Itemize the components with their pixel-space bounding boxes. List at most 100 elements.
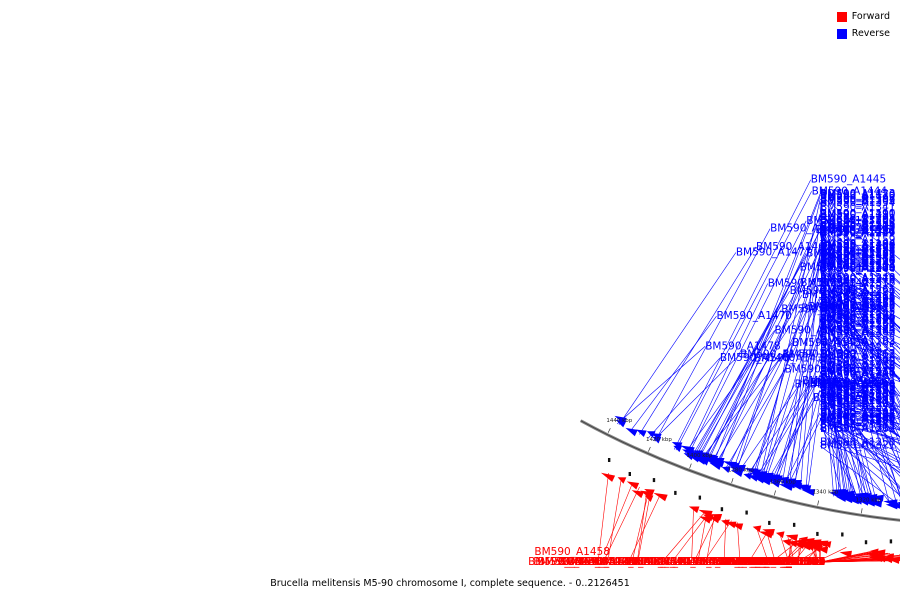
gene-label: BM590_A1465: [756, 241, 831, 253]
gene-label: BM590_A1242: [820, 228, 895, 240]
gene-feature-arrow: [743, 473, 753, 480]
gene-label: BM590_A1209: [820, 389, 895, 401]
gene-label: BM590_A1273: [820, 381, 895, 393]
gene-feature-arrow: [863, 499, 876, 507]
gene-label: BM590_A1373: [719, 556, 794, 568]
gene-feature-arrow: [644, 495, 654, 502]
gene-label: BM590_A1188: [750, 556, 825, 568]
gene-label: BM590_A1425: [622, 556, 697, 568]
gene-feature-arrow: [875, 549, 886, 557]
gene-label: BM590_A1215: [820, 367, 895, 379]
gene-leader-line: [819, 323, 900, 361]
gene-leader-line: [618, 252, 737, 425]
gene-label: BM590_A1355: [820, 306, 895, 318]
gene-leader-line: [807, 398, 821, 492]
gene-feature-arrow: [896, 501, 900, 505]
gene-label: BM590_A1401: [820, 249, 895, 261]
gene-leader-line: [819, 372, 900, 411]
gene-leader-line: [819, 442, 900, 468]
gene-label: BM590_A1301: [820, 224, 895, 236]
gene-leader-line: [697, 512, 708, 563]
gene-leader-line: [603, 486, 640, 563]
gene-label: BM590_A1448: [568, 556, 643, 568]
gene-label: BM590_A1194: [820, 238, 896, 250]
gene-label: BM590_A1361: [745, 556, 820, 568]
gene-label: BM590_A1438: [768, 277, 843, 289]
gene-label: BM590_A1350: [820, 328, 895, 340]
gene-leader-line: [819, 318, 900, 417]
gene-feature-arrow: [721, 466, 731, 473]
scale-tick-label: 1320 kbp: [856, 497, 882, 503]
gene-leader-line: [819, 303, 900, 397]
gene-label: BM590_A1261: [820, 284, 895, 296]
gene-feature-arrow: [626, 481, 640, 490]
gene-label: BM590_A1400: [820, 239, 895, 251]
gene-label: BM590_A1392: [698, 556, 773, 568]
gene-leader-line: [819, 297, 900, 382]
gene-leader-line: [819, 353, 900, 383]
gene-leader-line: [819, 265, 900, 328]
gene-leader-line: [783, 412, 821, 486]
gene-label: BM590_A1325: [750, 556, 825, 568]
gene-feature-arrow: [839, 550, 852, 558]
gene-feature-arrow: [688, 506, 700, 514]
gene-leader-line: [819, 557, 900, 563]
gene-label: BM590_A1226: [820, 286, 896, 298]
gene-label: BM590_A1352: [820, 412, 895, 424]
gene-leader-line: [686, 283, 768, 455]
gene-label: BM590_A1389: [820, 324, 895, 336]
gene-label: BM590_A1328: [750, 556, 825, 568]
gene-feature-arrow: [652, 437, 662, 444]
gene-leader-line: [819, 405, 900, 444]
gene-leader-line: [727, 306, 809, 470]
gene-label: BM590_A1417: [602, 556, 677, 568]
gene-label: BM590_A1379: [820, 384, 895, 396]
gene-label: BM590_A1294: [820, 256, 896, 268]
gene-leader-line: [604, 483, 633, 553]
scale-tick-label: 1340 kbp: [812, 490, 838, 496]
gene-label: BM590_A1365: [715, 556, 790, 568]
gene-leader-line: [675, 191, 812, 451]
gene-leader-line: [748, 530, 769, 563]
legend: Forward Reverse: [836, 8, 890, 42]
gene-label: BM590_A1158: [820, 381, 895, 393]
gene-label: BM590_A1396: [820, 255, 896, 267]
gene-label: BM590_A1238: [820, 360, 895, 372]
scale-tick-label: 1400 kbp: [687, 453, 713, 459]
gene-label: BM590_A1205: [820, 413, 895, 425]
gene-label: BM590_A1336: [820, 277, 896, 289]
gene-leader-line: [630, 316, 717, 431]
gene-label: BM590_A1367: [713, 556, 788, 568]
gene-label: BM590_A1341: [820, 202, 895, 214]
gene-leader-line: [819, 320, 900, 360]
gene-label: BM590_A1319: [820, 273, 895, 285]
gene-leader-line: [781, 254, 821, 485]
gene-label: BM590_A1403: [795, 379, 870, 391]
gene-label: BM590_A1330: [750, 556, 825, 568]
gene-features: [600, 415, 900, 564]
gene-label: BM590_A1349: [820, 313, 895, 325]
gene-leader-line: [698, 253, 807, 460]
gene-label: BM590_A1257: [820, 287, 895, 299]
gene-leader-line: [693, 231, 820, 458]
gene-leader-line: [819, 384, 866, 502]
gene-leader-line: [794, 256, 821, 489]
gene-label: BM590_A1380: [719, 556, 794, 568]
gene-label: BM590_A1366: [748, 556, 824, 568]
gene-feature-small: [607, 457, 611, 462]
gene-feature-arrow: [778, 484, 794, 491]
gene-leader-line: [819, 218, 900, 407]
scale-tick: [648, 446, 651, 452]
gene-label: BM590_A1312: [820, 278, 895, 290]
gene-label: BM590_A1192: [820, 335, 895, 347]
gene-label: BM590_A1313: [820, 220, 895, 232]
gene-label: BM590_A1214: [820, 254, 896, 266]
gene-label: BM590_A1387: [705, 556, 780, 568]
gene-label: BM590_A1444: [812, 185, 888, 197]
gene-feature-small: [674, 490, 677, 495]
gene-label: BM590_A1346: [746, 556, 822, 568]
gene-label: BM590_A1278: [820, 274, 895, 286]
gene-label: BM590_A1477: [736, 247, 811, 259]
gene-feature-arrow: [625, 427, 638, 437]
